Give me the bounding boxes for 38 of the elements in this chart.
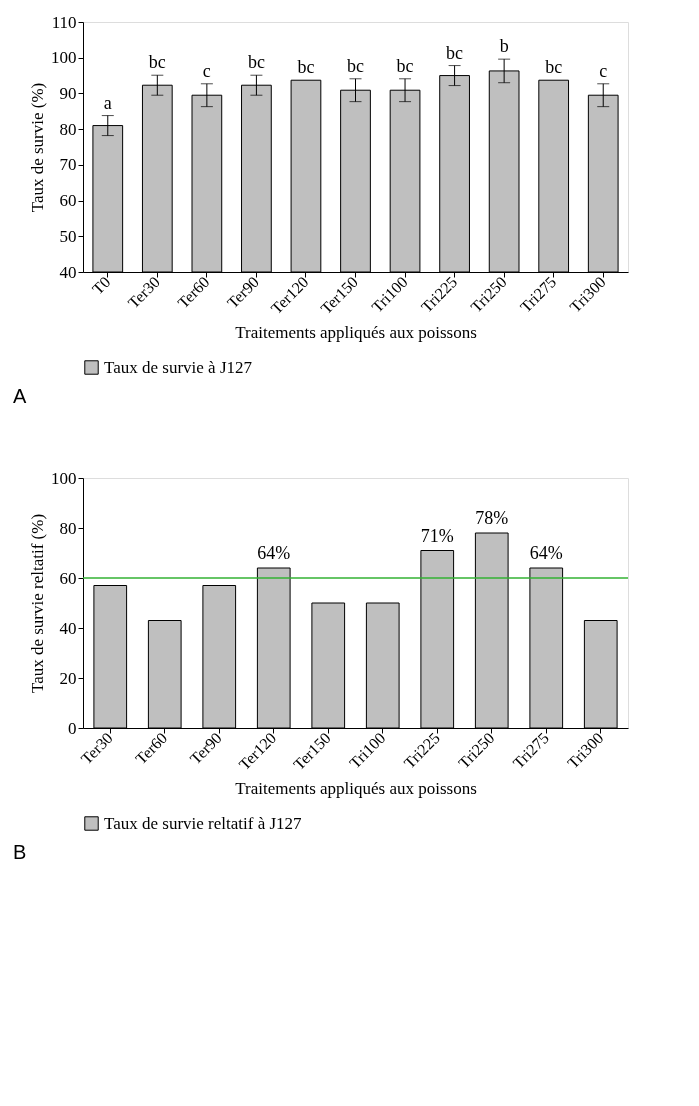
- y-tick-label: 60: [59, 568, 77, 588]
- y-tick-label: 40: [59, 262, 77, 282]
- y-tick-label: 70: [59, 155, 77, 175]
- annotation: a: [103, 92, 112, 113]
- annotation: c: [202, 60, 211, 81]
- y-tick-label: 100: [51, 468, 77, 488]
- y-tick-label: 80: [59, 119, 77, 139]
- text: A: [13, 385, 27, 407]
- y-tick-label: 50: [59, 226, 77, 246]
- data-label: 71%: [420, 525, 454, 546]
- annotation: bc: [446, 42, 464, 63]
- data-label: 64%: [529, 543, 563, 563]
- y-tick-label: 40: [59, 618, 77, 638]
- x-tick-label: T0: [88, 273, 114, 298]
- data-label: 64%: [257, 543, 291, 563]
- y-axis-title: Taux de survie (%): [28, 82, 47, 213]
- annotation: bc: [347, 55, 364, 76]
- y-tick-label: 20: [59, 668, 77, 688]
- annotation: bc: [148, 52, 166, 73]
- annotation: bc: [297, 57, 315, 78]
- x-axis-title: Traitements appliqués aux poissons: [235, 323, 477, 343]
- y-tick-label: 0: [68, 718, 77, 738]
- y-tick-label: 90: [59, 83, 77, 103]
- annotation: bc: [247, 52, 265, 73]
- x-axis-title: Traitements appliqués aux poissons: [235, 779, 477, 799]
- y-tick-label: 110: [51, 12, 77, 32]
- y-tick-label: 60: [59, 191, 77, 211]
- y-axis-title: Taux de survie reltatif (%): [28, 513, 47, 694]
- annotation: b: [499, 36, 509, 57]
- text: B: [13, 841, 27, 863]
- legend-label: Taux de survie à J127: [104, 357, 253, 377]
- legend-label: Taux de survie reltatif à J127: [104, 813, 303, 833]
- y-tick-label: 80: [59, 518, 77, 538]
- annotation: bc: [545, 57, 563, 78]
- y-tick-label: 100: [51, 48, 77, 68]
- data-label: 78%: [475, 508, 509, 528]
- annotation: bc: [396, 55, 414, 76]
- annotation: c: [599, 60, 608, 81]
